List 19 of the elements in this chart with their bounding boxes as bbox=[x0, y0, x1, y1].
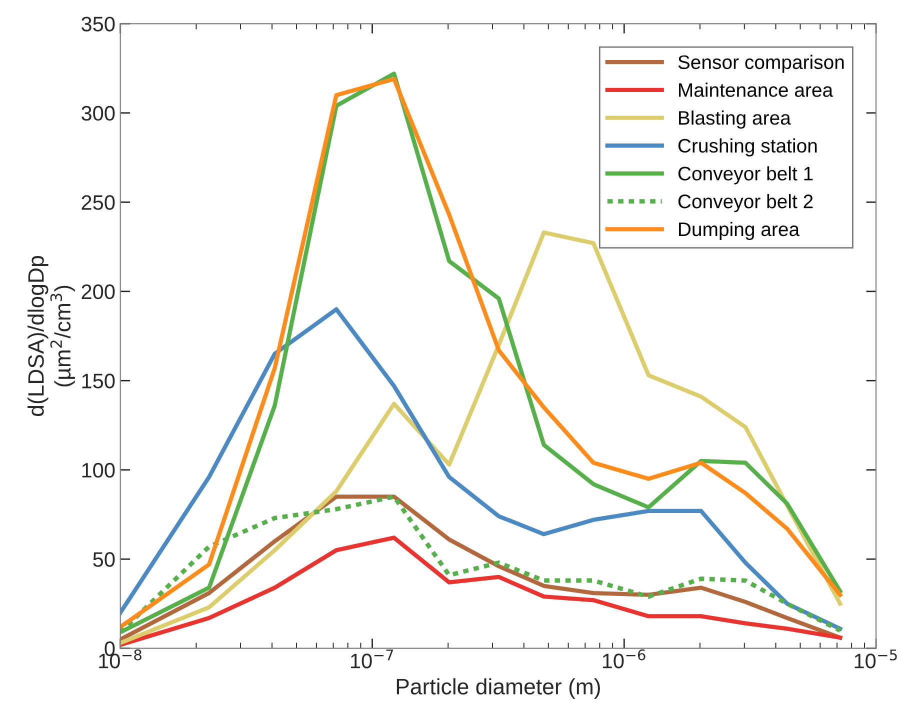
legend-label: Blasting area bbox=[679, 110, 791, 129]
y-tick-label: 100 bbox=[82, 462, 115, 478]
y-tick-label: 300 bbox=[82, 106, 115, 121]
y-axis-title: d(LDSA)/dlogDp (µm$^{2}$/cm$^{3}$) bbox=[28, 256, 75, 416]
legend-label: Conveyor belt 1 bbox=[678, 166, 813, 184]
y-tick-label: 150 bbox=[82, 374, 115, 388]
y-tick-label: 350 bbox=[82, 16, 115, 32]
y-tick-label: 200 bbox=[82, 284, 115, 300]
legend-label: Dumping area bbox=[679, 222, 800, 240]
legend-label: Crushing station bbox=[678, 138, 817, 156]
x-axis-title: Particle diameter (m) bbox=[396, 678, 600, 699]
legend-label: Conveyor belt 2 bbox=[678, 194, 813, 212]
y-tick-label: 250 bbox=[82, 195, 115, 210]
legend-label: Maintenance area bbox=[679, 82, 834, 97]
x-tick-label: 10$^{−6}$ bbox=[602, 649, 646, 668]
y-tick-label: 50 bbox=[93, 552, 115, 567]
legend-label: Sensor comparison bbox=[678, 54, 844, 73]
x-tick-label: 10$^{−7}$ bbox=[351, 650, 394, 668]
x-tick-label: 10$^{−5}$ bbox=[854, 650, 897, 668]
